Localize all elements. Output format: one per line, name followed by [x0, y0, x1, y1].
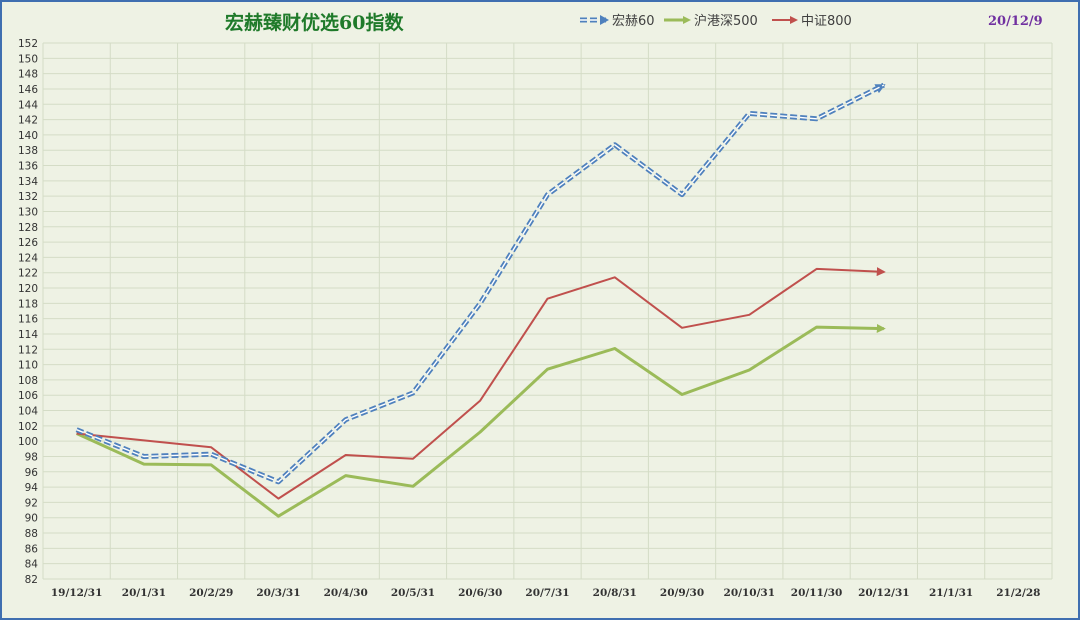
- y-tick-label: 148: [18, 69, 38, 81]
- y-tick-label: 94: [25, 482, 39, 494]
- series-line-csi800: [76, 267, 886, 500]
- legend-arrow-csi800: [790, 16, 798, 24]
- y-tick-label: 114: [18, 329, 38, 341]
- y-tick-label: 98: [25, 451, 38, 463]
- y-tick-label: 132: [18, 191, 38, 203]
- y-tick-label: 110: [18, 360, 38, 372]
- x-tick-label: 20/6/30: [458, 587, 502, 599]
- grid: [42, 42, 1053, 580]
- x-tick-label: 20/1/31: [122, 587, 166, 599]
- legend-item-hgs500: 沪港深500: [664, 13, 758, 29]
- x-tick-label: 20/7/31: [525, 587, 569, 599]
- y-tick-label: 142: [18, 115, 38, 127]
- y-tick-label: 96: [25, 467, 39, 479]
- x-axis-ticks: 19/12/31 20/1/31 20/2/29 20/3/31 20/4/30 20/5…: [51, 587, 1041, 599]
- x-tick-label: 20/2/29: [189, 587, 233, 599]
- x-tick-label: 21/2/28: [996, 587, 1040, 599]
- x-tick-label: 20/9/30: [660, 587, 704, 599]
- y-tick-label: 122: [18, 268, 38, 280]
- y-tick-label: 90: [25, 513, 38, 525]
- legend-item-hongrong60: 宏赫60: [580, 14, 655, 29]
- y-tick-label: 128: [18, 222, 38, 234]
- y-tick-label: 82: [25, 574, 38, 586]
- y-tick-label: 100: [18, 436, 38, 448]
- y-tick-label: 88: [25, 528, 38, 540]
- y-tick-label: 136: [18, 161, 38, 173]
- y-tick-label: 108: [18, 375, 38, 387]
- y-tick-label: 146: [18, 84, 38, 96]
- y-tick-label: 102: [18, 421, 38, 433]
- y-tick-label: 104: [18, 406, 38, 418]
- series-lines: [75, 82, 886, 518]
- x-tick-label: 20/12/31: [858, 587, 910, 599]
- x-tick-label: 20/4/30: [324, 587, 368, 599]
- legend-label-hongrong60: 宏赫60: [612, 14, 655, 29]
- y-tick-label: 124: [18, 252, 38, 264]
- y-tick-label: 92: [25, 497, 38, 509]
- legend: 宏赫60 沪港深500 中证800: [580, 13, 852, 29]
- series-line-hgs500: [75, 323, 886, 518]
- y-tick-label: 116: [18, 314, 38, 326]
- y-tick-label: 138: [18, 145, 38, 157]
- y-tick-label: 112: [18, 344, 38, 356]
- x-tick-label: 19/12/31: [51, 587, 103, 599]
- x-tick-label: 20/3/31: [256, 587, 300, 599]
- x-tick-label: 20/11/30: [791, 587, 843, 599]
- chart-title: 宏赫臻财优选60指数: [225, 11, 404, 34]
- y-tick-label: 140: [18, 130, 38, 142]
- y-axis-ticks: 82 84 86 88 90 92 94 96 98 100 102 104 106 108 110 112 1…: [18, 38, 38, 586]
- legend-label-hgs500: 沪港深500: [694, 13, 758, 29]
- y-tick-label: 150: [18, 53, 38, 65]
- y-tick-label: 144: [18, 99, 38, 111]
- legend-item-csi800: 中证800: [772, 14, 852, 29]
- x-tick-label: 20/10/31: [724, 587, 776, 599]
- legend-label-csi800: 中证800: [801, 14, 852, 29]
- x-tick-label: 20/8/31: [593, 587, 637, 599]
- report-date: 20/12/9: [988, 14, 1043, 29]
- y-tick-label: 134: [18, 176, 38, 188]
- y-tick-label: 106: [18, 390, 38, 402]
- legend-arrow-hgs500: [683, 16, 691, 24]
- y-tick-label: 126: [18, 237, 38, 249]
- y-tick-label: 84: [25, 559, 39, 571]
- x-tick-label: 21/1/31: [929, 587, 973, 599]
- y-tick-label: 120: [18, 283, 38, 295]
- y-tick-label: 118: [18, 298, 38, 310]
- series-line-hongrong60-inner: [76, 84, 885, 483]
- y-tick-label: 130: [18, 206, 38, 218]
- y-tick-label: 152: [18, 38, 38, 50]
- y-tick-label: 86: [25, 543, 39, 555]
- legend-arrow-hongrong60: [600, 15, 609, 25]
- x-tick-label: 20/5/31: [391, 587, 435, 599]
- series-line-hongrong60: [75, 82, 886, 485]
